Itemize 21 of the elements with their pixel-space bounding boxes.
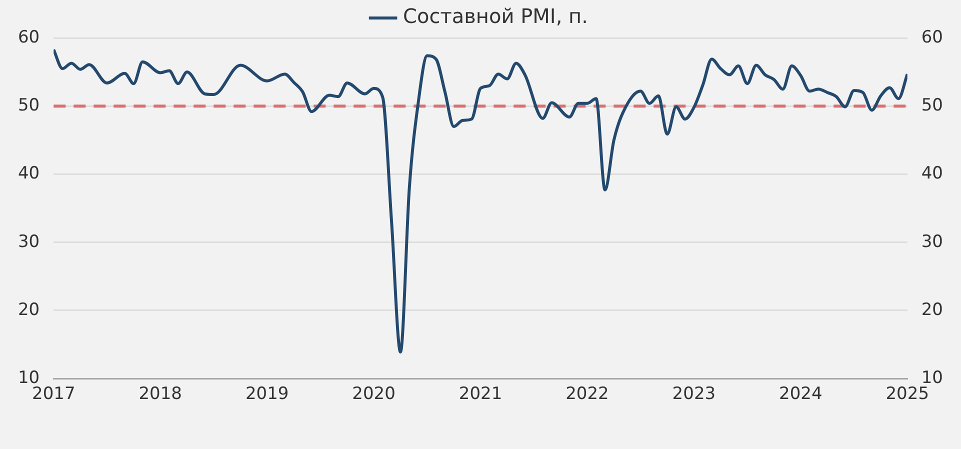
line-series xyxy=(54,48,908,354)
x-tick-label: 2023 xyxy=(672,384,716,404)
y2-tick-label: 30 xyxy=(921,232,944,252)
y2-tick-label: 50 xyxy=(921,96,944,116)
y-tick-label: 50 xyxy=(18,96,40,116)
x-tick-label: 2021 xyxy=(458,384,502,404)
y2-tick-label: 40 xyxy=(921,164,944,184)
x-tick-label: 2017 xyxy=(32,384,76,404)
y2-tick-label: 20 xyxy=(921,300,944,320)
x-tick-label: 2024 xyxy=(779,384,822,404)
legend-label: Составной PMI, п. xyxy=(403,4,588,28)
y-tick-label: 20 xyxy=(18,300,40,320)
x-tick-label: 2020 xyxy=(352,384,396,404)
y-tick-label: 40 xyxy=(18,164,40,184)
y-tick-label: 30 xyxy=(18,232,40,252)
x-tick-label: 2025 xyxy=(886,384,929,404)
y2-tick-label: 60 xyxy=(921,27,944,48)
x-tick-label: 2018 xyxy=(138,384,182,404)
y-tick-label: 60 xyxy=(18,27,40,48)
x-tick-label: 2022 xyxy=(566,384,609,404)
x-tick-label: 2019 xyxy=(245,384,289,404)
